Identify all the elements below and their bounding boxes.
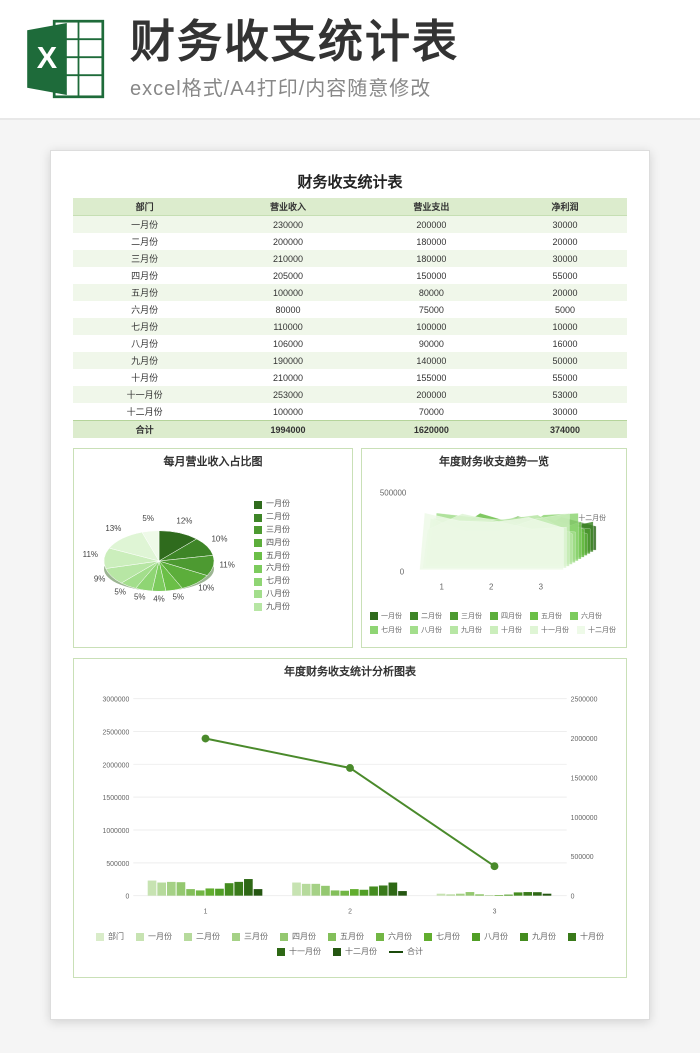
- trend-legend: 一月份二月份三月份四月份五月份六月份七月份八月份九月份十月份十一月份十二月份: [362, 611, 626, 635]
- pie-title: 每月营业收入占比图: [74, 449, 352, 471]
- svg-text:1: 1: [439, 583, 444, 592]
- table-row: 一月份23000020000030000: [73, 216, 627, 234]
- svg-text:12%: 12%: [176, 517, 192, 526]
- svg-text:3: 3: [493, 908, 497, 915]
- svg-text:5%: 5%: [114, 587, 126, 596]
- svg-text:2000000: 2000000: [571, 736, 598, 743]
- svg-text:4%: 4%: [153, 594, 165, 603]
- table-row: 五月份1000008000020000: [73, 284, 627, 301]
- document-page: 财务收支统计表 部门营业收入营业支出净利润 一月份230000200000300…: [50, 150, 650, 1020]
- total-row: 合计19940001620000374000: [73, 421, 627, 439]
- table-row: 九月份19000014000050000: [73, 352, 627, 369]
- big-title: 年度财务收支统计分析图表: [74, 659, 626, 681]
- col-header: 营业支出: [360, 198, 503, 216]
- svg-text:1500000: 1500000: [571, 775, 598, 782]
- svg-text:1: 1: [204, 908, 208, 915]
- svg-text:9%: 9%: [94, 574, 106, 583]
- banner-title: 财务收支统计表: [130, 17, 680, 67]
- svg-text:1000000: 1000000: [103, 828, 130, 835]
- pie-chart-panel: 每月营业收入占比图 12% 10% 11% 10% 5% 4% 5% 5% 9% 11% 13% 5%…: [73, 448, 353, 648]
- svg-text:2500000: 2500000: [103, 729, 130, 736]
- table-row: 十月份21000015500055000: [73, 369, 627, 386]
- svg-text:3: 3: [539, 583, 544, 592]
- svg-text:3000000: 3000000: [103, 697, 130, 704]
- svg-text:2: 2: [489, 583, 493, 592]
- svg-text:0: 0: [400, 568, 405, 577]
- svg-text:500000: 500000: [571, 854, 594, 861]
- trend-chart-panel: 年度财务收支趋势一览 500000 0 1 2 3 十二月份 一月份二月份三月份四月份五月…: [361, 448, 627, 648]
- svg-text:5%: 5%: [172, 593, 184, 602]
- table-row: 四月份20500015000055000: [73, 267, 627, 284]
- svg-text:X: X: [37, 41, 58, 75]
- trend-chart: 500000 0 1 2 3 十二月份: [370, 475, 618, 605]
- table-row: 十一月份25300020000053000: [73, 386, 627, 403]
- big-legend: 部门一月份二月份三月份四月份五月份六月份七月份八月份九月份十月份十一月份十二月份…: [74, 927, 626, 961]
- svg-text:11%: 11%: [83, 550, 98, 559]
- pie-legend: 一月份二月份三月份四月份五月份六月份七月份八月份九月份: [254, 498, 344, 613]
- table-row: 八月份1060009000016000: [73, 335, 627, 352]
- svg-text:2: 2: [348, 908, 352, 915]
- banner: X 财务收支统计表 excel格式/A4打印/内容随意修改: [0, 0, 700, 120]
- svg-text:13%: 13%: [105, 524, 121, 533]
- col-header: 部门: [73, 198, 216, 216]
- table-row: 二月份20000018000020000: [73, 233, 627, 250]
- banner-subtitle: excel格式/A4打印/内容随意修改: [130, 72, 680, 101]
- svg-text:500000: 500000: [106, 861, 129, 868]
- svg-text:5%: 5%: [134, 593, 146, 602]
- svg-text:0: 0: [571, 894, 575, 901]
- svg-text:10%: 10%: [211, 535, 227, 544]
- table-row: 七月份11000010000010000: [73, 318, 627, 335]
- svg-text:1500000: 1500000: [103, 795, 130, 802]
- svg-text:1000000: 1000000: [571, 815, 598, 822]
- doc-title: 财务收支统计表: [73, 171, 627, 192]
- table-row: 三月份21000018000030000: [73, 250, 627, 267]
- svg-text:2000000: 2000000: [103, 762, 130, 769]
- svg-text:500000: 500000: [380, 488, 407, 497]
- excel-icon: X: [20, 14, 110, 104]
- table-row: 六月份80000750005000: [73, 301, 627, 318]
- analysis-chart: 0500000100000015000002000000250000030000…: [84, 687, 616, 927]
- trend-title: 年度财务收支趋势一览: [362, 449, 626, 471]
- col-header: 营业收入: [216, 198, 359, 216]
- finance-table: 部门营业收入营业支出净利润 一月份23000020000030000二月份200…: [73, 198, 627, 438]
- col-header: 净利润: [503, 198, 627, 216]
- svg-text:10%: 10%: [198, 583, 214, 592]
- svg-text:11%: 11%: [219, 560, 234, 569]
- table-row: 十二月份1000007000030000: [73, 403, 627, 421]
- pie-chart: 12% 10% 11% 10% 5% 4% 5% 5% 9% 11% 13% 5%: [74, 471, 254, 641]
- analysis-chart-panel: 年度财务收支统计分析图表 050000010000001500000200000…: [73, 658, 627, 978]
- svg-text:十二月份: 十二月份: [578, 513, 606, 522]
- svg-text:5%: 5%: [142, 514, 154, 523]
- svg-text:2500000: 2500000: [571, 697, 598, 704]
- svg-text:0: 0: [125, 894, 129, 901]
